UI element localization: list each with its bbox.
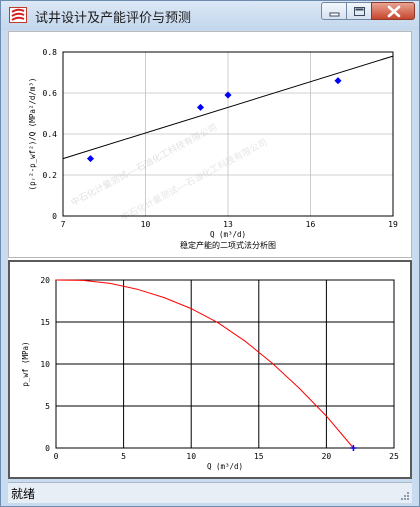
plot-frame xyxy=(55,279,395,449)
maximize-button[interactable] xyxy=(346,2,372,20)
y-tick-label: 0.2 xyxy=(43,171,58,180)
y-tick-label: 10 xyxy=(40,360,50,369)
x-tick-label: 10 xyxy=(186,452,196,461)
close-icon xyxy=(387,5,401,18)
y-tick-label: 5 xyxy=(45,402,50,411)
data-point xyxy=(334,77,342,85)
ipr-curve-line xyxy=(55,279,354,449)
y-tick-label: 0.8 xyxy=(43,48,58,57)
data-point xyxy=(224,91,232,99)
x-tick-label: 5 xyxy=(121,452,126,461)
y-tick-label: 20 xyxy=(40,276,50,285)
ipr-curve-chart: 0 5 10 15 20 25 0 5 10 15 20 Q (m³/d) p_wf (MPa) xyxy=(21,276,399,471)
x-tick-label: 16 xyxy=(306,220,316,229)
trend-line xyxy=(62,55,394,160)
x-tick-label: 10 xyxy=(141,220,151,229)
x-axis-label: Q (m³/d) xyxy=(210,230,246,239)
y-axis-label: (pᵣ²-p_wf²)/Q (MPa²/d/m³) xyxy=(28,78,37,191)
app-logo-icon xyxy=(9,7,27,23)
status-text: 就绪 xyxy=(11,487,36,501)
y-axis-label: p_wf (MPa) xyxy=(21,341,30,386)
title-bar[interactable]: 试井设计及产能评价与预测 xyxy=(1,1,419,30)
window-title: 试井设计及产能评价与预测 xyxy=(35,11,192,26)
x-tick-label: 13 xyxy=(223,220,233,229)
y-tick-label: 0.6 xyxy=(43,89,58,98)
watermark-text: 中石化计量测试——石油化工科技有限公司 xyxy=(119,136,269,224)
x-tick-label: 25 xyxy=(389,452,399,461)
x-tick-label: 20 xyxy=(322,452,332,461)
data-point xyxy=(350,445,357,451)
data-point xyxy=(196,103,205,111)
y-tick-label: 0 xyxy=(52,212,57,221)
chart-caption: 稳定产能的二项式法分析图 xyxy=(180,240,276,250)
client-area: 中石化计量测试——石油化工科技有限公司 中石化计量测试——石油化工科技有限公司 7 1… xyxy=(8,31,412,479)
chart-pane-ipr[interactable]: 0 5 10 15 20 25 0 5 10 15 20 Q (m³/d) p_wf (MPa) xyxy=(8,260,412,479)
x-tick-label: 7 xyxy=(61,220,66,229)
maximize-icon xyxy=(354,7,365,16)
y-tick-label: 0 xyxy=(45,444,50,453)
chart-pane-binomial[interactable]: 中石化计量测试——石油化工科技有限公司 中石化计量测试——石油化工科技有限公司 7 1… xyxy=(8,31,412,258)
x-axis-label: Q (m³/d) xyxy=(207,462,243,471)
x-tick-label: 0 xyxy=(54,452,59,461)
y-tick-label: 0.4 xyxy=(43,130,58,139)
resize-grip-icon[interactable] xyxy=(400,491,410,501)
minimize-icon xyxy=(329,12,340,17)
data-point xyxy=(86,155,95,163)
minimize-button[interactable] xyxy=(321,2,347,20)
y-tick-label: 15 xyxy=(40,318,50,327)
x-tick-label: 15 xyxy=(254,452,264,461)
plot-frame xyxy=(62,51,394,217)
x-tick-label: 19 xyxy=(388,220,398,229)
status-bar: 就绪 xyxy=(8,482,412,503)
close-button[interactable] xyxy=(371,2,415,20)
